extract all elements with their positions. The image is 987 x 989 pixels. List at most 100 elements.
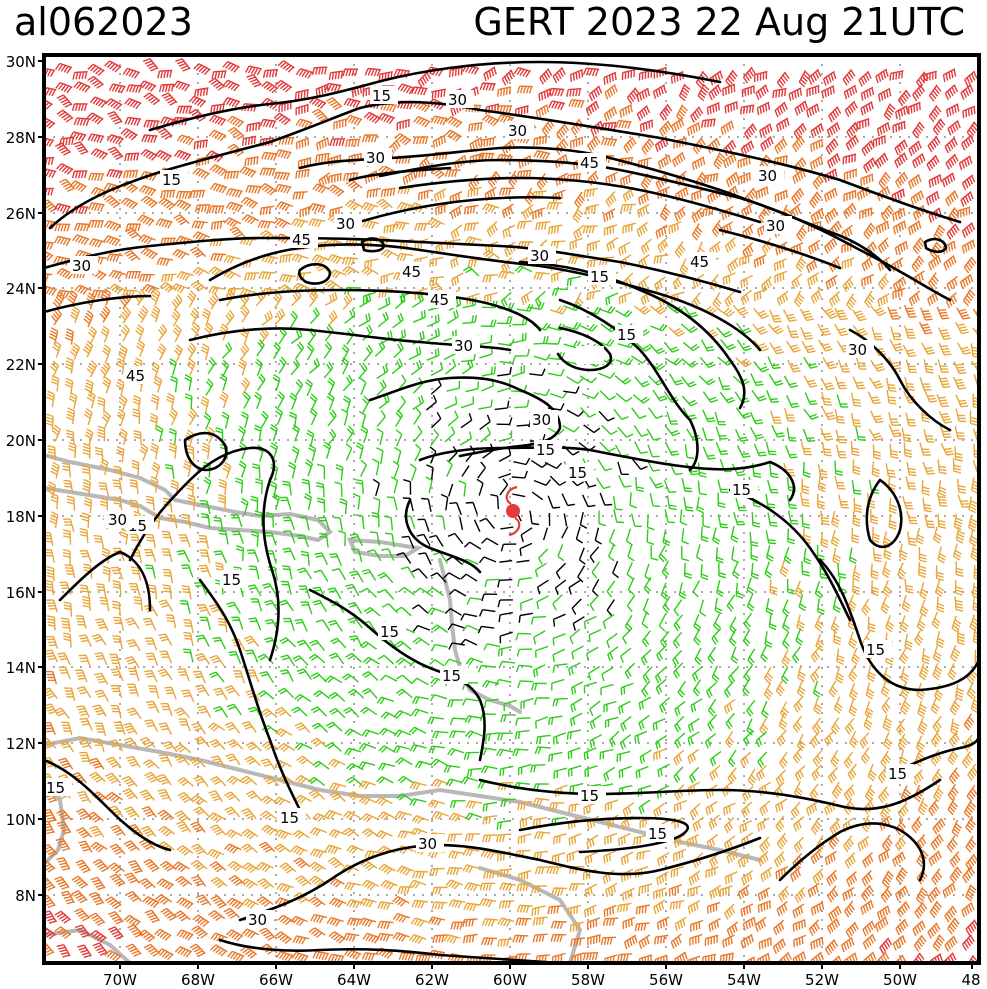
wind-barb — [498, 611, 513, 623]
wind-barb — [156, 257, 173, 267]
wind-barb — [888, 424, 902, 438]
wind-barb — [826, 869, 838, 887]
wind-barb — [612, 560, 619, 579]
wind-barb — [164, 686, 177, 700]
wind-barb — [930, 697, 940, 715]
wind-barb — [88, 219, 104, 229]
isotach-15-southwest — [44, 758, 172, 852]
wind-barb — [910, 190, 924, 206]
wind-barb — [692, 273, 705, 289]
wind-barb — [383, 515, 394, 531]
wind-barb — [859, 207, 873, 219]
wind-barb — [483, 643, 501, 651]
wind-barb — [92, 942, 108, 956]
wind-barb — [484, 578, 500, 588]
wind-barb — [883, 543, 892, 561]
wind-barb — [427, 328, 440, 342]
wind-barb — [896, 718, 906, 736]
wind-barb — [681, 528, 690, 545]
wind-barb — [259, 118, 277, 129]
wind-barb — [514, 265, 533, 274]
wind-barb — [184, 374, 193, 392]
wind-barb — [409, 463, 417, 481]
wind-barb — [581, 494, 596, 508]
wind-barb — [462, 624, 480, 632]
wind-barb — [654, 136, 669, 153]
storm-date-title: GERT 2023 22 Aug 21UTC — [473, 0, 965, 44]
wind-barb — [928, 254, 942, 271]
wind-barb — [462, 266, 480, 277]
wind-barb — [766, 390, 779, 403]
wind-barb — [76, 827, 93, 839]
wind-barb — [97, 425, 106, 442]
wind-barb — [825, 138, 839, 155]
wind-barb — [586, 834, 599, 849]
wind-barb — [65, 328, 74, 345]
wind-barb — [309, 875, 327, 887]
wind-barb — [792, 646, 801, 664]
wind-barb — [962, 866, 976, 884]
wind-barb — [190, 794, 208, 806]
wind-barb — [327, 377, 336, 395]
wind-barb — [412, 395, 425, 411]
wind-barb — [553, 833, 567, 845]
wind-barb — [970, 343, 979, 358]
wind-barb — [376, 198, 393, 210]
wind-barb — [687, 955, 701, 963]
wind-barb — [848, 683, 859, 701]
wind-barb — [144, 771, 161, 783]
wind-barb — [918, 663, 929, 681]
wind-barb — [845, 921, 859, 939]
wind-barb — [631, 407, 647, 419]
latitude-axis: 30N 28N 26N 24N 22N 20N 18N 16N 14N 12N … — [6, 53, 44, 905]
wind-barb — [946, 835, 958, 853]
wind-barb — [533, 697, 550, 706]
wind-barb — [554, 579, 567, 595]
wind-barb — [257, 690, 275, 700]
wind-barb — [888, 497, 898, 515]
wind-barb — [519, 815, 533, 829]
wind-barb — [122, 169, 139, 179]
wind-barb — [290, 310, 298, 328]
wind-barb — [329, 897, 347, 908]
wind-barb — [144, 909, 160, 924]
wind-barb — [653, 748, 667, 761]
wind-barb — [673, 662, 684, 679]
wind-barb — [846, 870, 858, 887]
wind-barb — [148, 584, 158, 600]
lon-label: 50W — [883, 971, 917, 989]
wind-barb — [568, 883, 585, 892]
wind-barb — [213, 516, 224, 532]
wind-barb — [638, 799, 651, 815]
wind-barb — [100, 497, 108, 514]
wind-barb — [187, 342, 197, 360]
wind-barb — [542, 527, 549, 541]
wind-barb — [717, 307, 735, 317]
wind-barb — [938, 480, 947, 497]
wind-barb — [46, 390, 55, 408]
wind-barb — [877, 237, 889, 254]
wind-barb — [143, 617, 157, 631]
wind-barb — [907, 531, 917, 547]
wind-barb — [694, 647, 703, 666]
contour-label: 30 — [106, 510, 134, 529]
wind-barb — [626, 594, 636, 612]
wind-barb — [112, 496, 123, 511]
wind-barb — [66, 407, 76, 425]
wind-barb — [174, 149, 192, 162]
wind-barb — [585, 203, 600, 215]
wind-barb — [776, 290, 789, 306]
wind-barb — [293, 857, 310, 869]
wind-barb — [727, 257, 739, 274]
wind-barb — [653, 66, 667, 79]
wind-barb — [963, 713, 975, 731]
wind-barb — [621, 68, 636, 81]
wind-barb — [810, 848, 822, 865]
wind-barb — [265, 511, 274, 528]
wind-barb — [146, 700, 160, 714]
wind-barb — [192, 167, 210, 180]
wind-barb — [516, 904, 533, 913]
contour-label: 45 — [124, 366, 152, 385]
wind-barb — [615, 309, 633, 318]
wind-barb — [291, 424, 300, 442]
